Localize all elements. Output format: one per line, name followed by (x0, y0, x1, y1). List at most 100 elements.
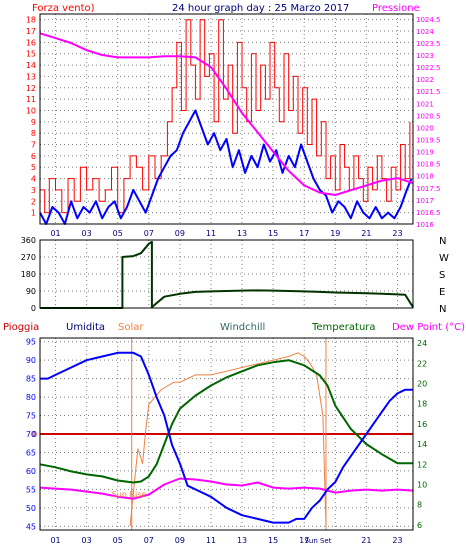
hour-tick-label: 13 (237, 229, 247, 238)
temp-tick-label: 10 (417, 481, 427, 490)
pressure-tick-label: 1016.5 (416, 209, 441, 217)
hour-tick-label: 07 (144, 229, 154, 238)
label-windchill: Windchill (220, 322, 265, 333)
hour-tick-label: 11 (206, 229, 216, 238)
label-humidity: Umidita (66, 322, 105, 333)
compass-label: W (439, 253, 449, 264)
temp-tick-label: 22 (417, 359, 427, 368)
temp-tick-label: 8 (417, 501, 422, 510)
wind-tick-label: 6 (31, 152, 36, 161)
pressure-tick-label: 1017 (416, 197, 434, 205)
label-rain: Pioggia (3, 322, 39, 333)
pressure-tick-label: 1021.5 (416, 88, 441, 96)
pressure-tick-label: 1019 (416, 149, 434, 157)
temp-tick-label: 14 (417, 440, 427, 449)
humidity-tick-label: 50 (26, 504, 36, 513)
humidity-tick-label: 65 (26, 448, 36, 457)
wind-tick-label: 4 (31, 175, 36, 184)
pressure-tick-label: 1023 (416, 52, 434, 60)
hour-tick-label: 21 (361, 536, 371, 545)
pressure-tick-label: 1024.5 (416, 16, 441, 24)
pressure-axis-title: Pressione (372, 3, 420, 14)
wind-tick-label: 9 (31, 118, 36, 127)
pressure-line (39, 32, 414, 196)
humidity-tick-label: 55 (26, 485, 36, 494)
label-temperature: Temperatura (311, 322, 376, 333)
wind-tick-label: 1 (31, 209, 36, 218)
wind-tick-label: 13 (26, 72, 36, 81)
wind-tick-label: 17 (26, 27, 36, 36)
direction-panel-frame (39, 239, 414, 309)
hour-tick-label: 07 (144, 536, 154, 545)
direction-tick-label: 180 (21, 270, 36, 279)
wind-tick-label: 16 (26, 38, 36, 47)
pressure-tick-label: 1022 (416, 76, 434, 84)
hour-tick-label: 03 (82, 536, 92, 545)
sunrise-label: Sun Rise (112, 490, 147, 499)
hour-tick-label: 23 (392, 229, 402, 238)
pressure-tick-label: 1022.5 (416, 64, 441, 72)
direction-tick-label: 90 (26, 287, 36, 296)
chart-title: 24 hour graph day : 25 Marzo 2017 (172, 3, 349, 14)
compass-label: N (439, 304, 446, 315)
humidity-line (40, 351, 413, 524)
pressure-tick-label: 1020 (416, 124, 434, 132)
temp-tick-label: 12 (417, 460, 427, 469)
wind-tick-label: 18 (26, 16, 36, 25)
hour-tick-label: 09 (175, 229, 185, 238)
wind-tick-label: 10 (26, 106, 36, 115)
wind-tick-label: 2 (31, 197, 36, 206)
pressure-tick-label: 1019.5 (416, 137, 441, 145)
wind-tick-label: 15 (26, 50, 36, 59)
marks-layer (39, 19, 414, 530)
direction-tick-label: 270 (21, 253, 36, 262)
direction-tick-label: 0 (31, 304, 36, 313)
humidity-tick-label: 60 (26, 467, 36, 476)
hour-tick-label: 05 (113, 229, 123, 238)
wind-tick-label: 7 (31, 141, 36, 150)
temp-tick-label: 6 (417, 521, 422, 530)
label-dewpoint: Dew Point (°C) (392, 322, 465, 333)
hour-tick-label: 15 (268, 229, 278, 238)
temperature-line (39, 359, 413, 484)
hour-tick-label: 01 (50, 229, 60, 238)
temp-tick-label: 18 (417, 400, 427, 409)
wind-tick-label: 12 (26, 84, 36, 93)
hour-tick-label: 13 (237, 536, 247, 545)
pressure-tick-label: 1021 (416, 100, 434, 108)
rain-value-label: 0 (32, 430, 37, 439)
frames-layer (39, 13, 414, 531)
wind-tick-label: 14 (26, 61, 36, 70)
hour-tick-label: 15 (268, 536, 278, 545)
pressure-tick-label: 1017.5 (416, 185, 441, 193)
temp-tick-label: 24 (417, 339, 427, 348)
humidity-tick-label: 90 (26, 356, 36, 365)
humidity-tick-label: 80 (26, 393, 36, 402)
hour-tick-label: 01 (50, 536, 60, 545)
hour-tick-label: 05 (113, 536, 123, 545)
sunset-label: Sun Set (304, 537, 331, 545)
pressure-tick-label: 1024 (416, 28, 434, 36)
compass-label: N (439, 236, 446, 247)
hour-tick-label: 23 (392, 536, 402, 545)
pressure-tick-label: 1016 (416, 221, 434, 229)
wind-direction-line (40, 240, 414, 309)
tick-labels-layer: 12345678910111213141516171810161016.5101… (21, 16, 449, 545)
hour-tick-label: 11 (206, 536, 216, 545)
compass-label: S (439, 270, 445, 281)
hour-tick-label: 19 (330, 229, 340, 238)
dewpoint-line (39, 477, 414, 500)
pressure-tick-label: 1020.5 (416, 112, 441, 120)
humidity-tick-label: 95 (26, 338, 36, 347)
label-solar: Solar (118, 322, 144, 333)
wind-axis-title: Forza vento) (32, 3, 95, 14)
wind-tick-label: 3 (31, 186, 36, 195)
grid-layer (40, 14, 413, 530)
wind-tick-label: 8 (31, 129, 36, 138)
hour-tick-label: 17 (299, 229, 309, 238)
humidity-tick-label: 75 (26, 412, 36, 421)
wind-tick-label: 11 (26, 95, 36, 104)
hour-tick-label: 09 (175, 536, 185, 545)
